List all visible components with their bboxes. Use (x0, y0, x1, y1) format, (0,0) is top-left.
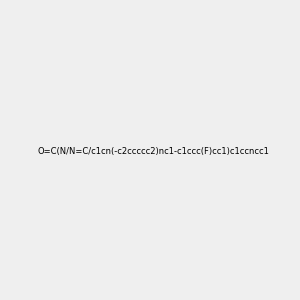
Text: O=C(N/N=C/c1cn(-c2ccccc2)nc1-c1ccc(F)cc1)c1ccncc1: O=C(N/N=C/c1cn(-c2ccccc2)nc1-c1ccc(F)cc1… (38, 147, 270, 156)
